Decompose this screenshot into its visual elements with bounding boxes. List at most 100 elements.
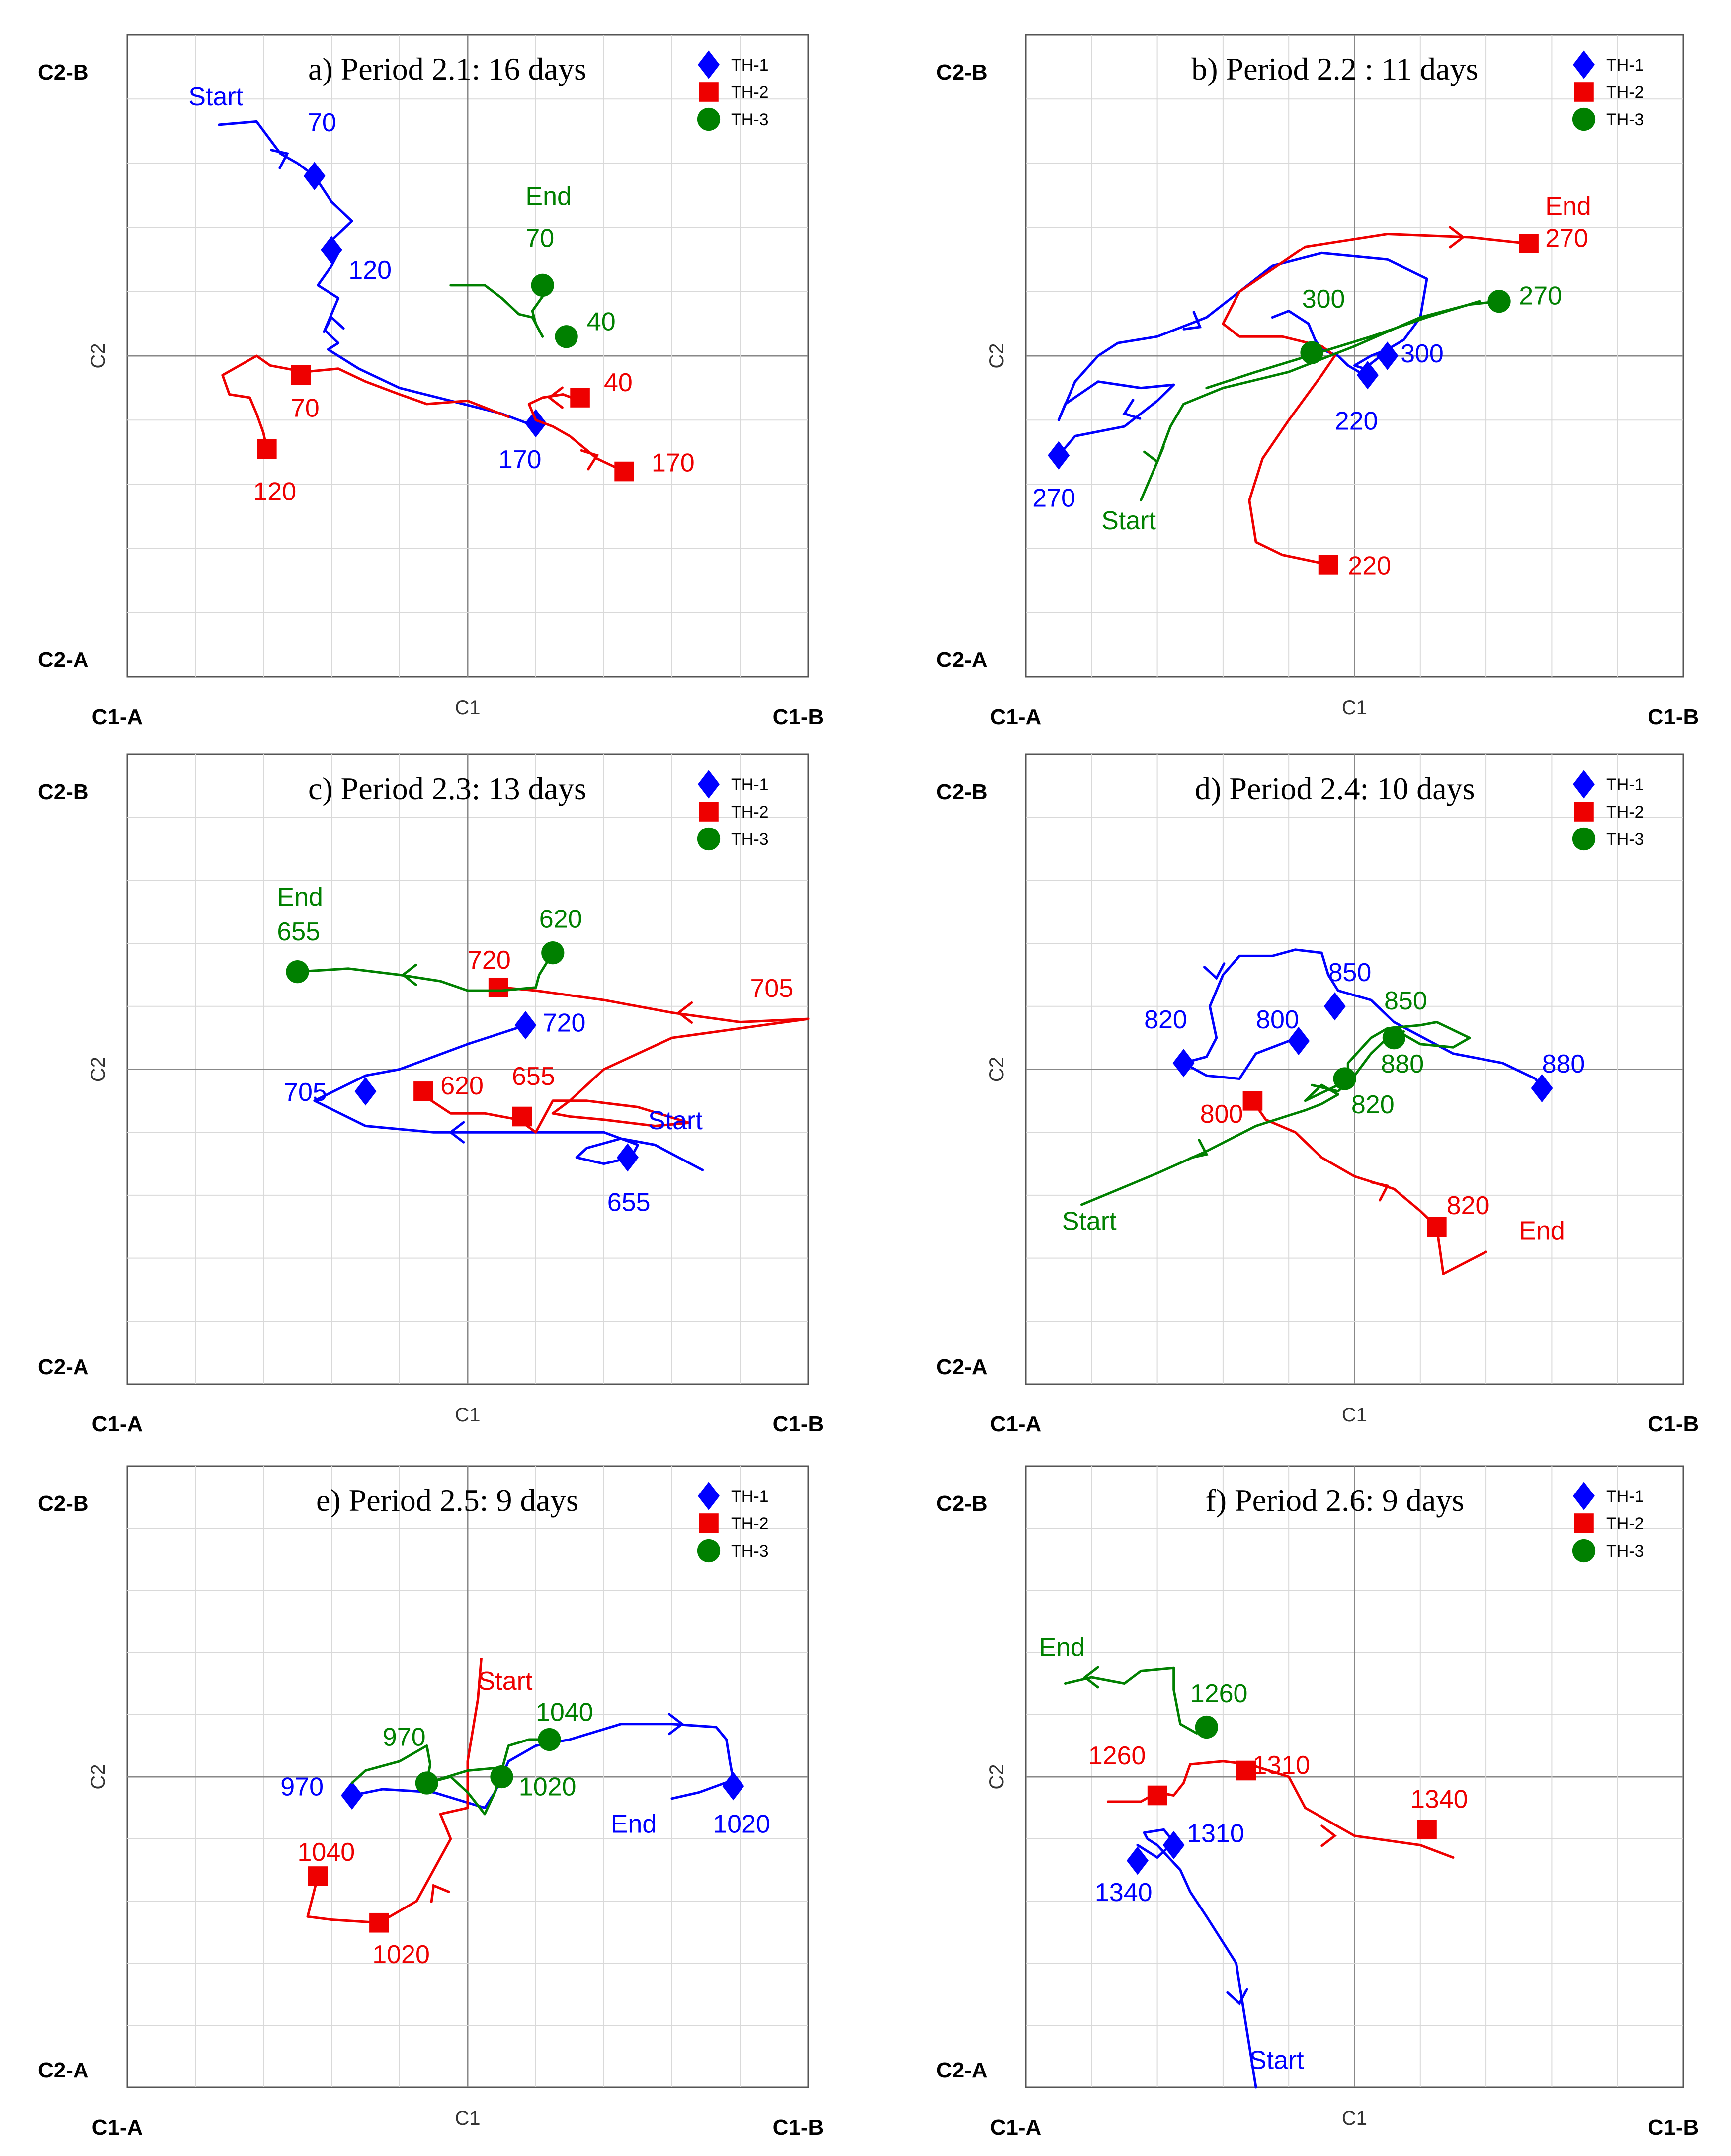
y-low-label: C2-A <box>38 2058 89 2082</box>
data-point <box>1288 1026 1310 1056</box>
data-point <box>1048 441 1070 470</box>
annotation-label: 850 <box>1328 958 1372 987</box>
legend-marker-th-3 <box>697 827 721 851</box>
y-low-label: C2-A <box>936 2058 988 2082</box>
direction-arrow <box>668 1713 684 1736</box>
chart-title: e) Period 2.5: 9 days <box>316 1483 578 1518</box>
panel-d: C2-B C2-A C1-A C1-B C1 C2 d) Period 2.4: 10 da… <box>936 753 1699 1436</box>
legend-marker-th-3 <box>1572 107 1596 131</box>
x-low-label: C1-A <box>990 1412 1042 1436</box>
x-axis-title: C1 <box>1342 2107 1367 2129</box>
annotation-label: 1020 <box>519 1773 577 1802</box>
annotation-label: End <box>1545 192 1591 221</box>
legend-marker-th-2 <box>1574 1513 1594 1533</box>
annotation-label: 720 <box>543 1009 586 1038</box>
annotation-label: 1340 <box>1410 1785 1468 1814</box>
y-high-label: C2-B <box>936 1492 988 1516</box>
data-point <box>512 1106 532 1127</box>
x-high-label: C1-B <box>773 705 824 729</box>
annotation-label: 970 <box>280 1773 324 1802</box>
data-point <box>1417 1820 1437 1840</box>
series-th-1 <box>313 1011 704 1172</box>
series-line-2 <box>221 354 510 450</box>
data-point <box>1318 555 1338 575</box>
legend-marker-th-2 <box>1574 802 1594 822</box>
annotation-label: 270 <box>1519 282 1562 311</box>
direction-arrow <box>580 449 599 471</box>
series-line <box>527 393 626 473</box>
series-th-1 <box>218 120 547 438</box>
direction-arrow <box>1226 1988 1248 2006</box>
direction-arrow <box>1143 445 1165 464</box>
annotation-label: 40 <box>604 368 633 397</box>
data-point <box>341 1781 363 1810</box>
annotation-label: 1020 <box>372 1940 430 1969</box>
series-line-2 <box>670 1778 735 1800</box>
annotation-label: 655 <box>277 917 320 946</box>
legend-label-th-3: TH-3 <box>1606 110 1644 129</box>
legend-marker-th-1 <box>698 770 720 799</box>
y-axis-title: C2 <box>986 1057 1008 1082</box>
data-point <box>413 1081 433 1101</box>
data-point <box>488 977 508 997</box>
data-point <box>257 439 277 459</box>
legend-marker-th-1 <box>698 1482 720 1510</box>
annotation-label: 220 <box>1348 551 1391 580</box>
direction-arrow <box>1082 1666 1099 1689</box>
annotation-label: Start <box>188 83 243 111</box>
data-point <box>1519 234 1539 253</box>
legend-label-th-2: TH-2 <box>731 803 769 822</box>
data-point <box>1376 341 1399 370</box>
data-point <box>1427 1217 1447 1237</box>
legend-marker-th-1 <box>698 50 720 79</box>
annotation-label: End <box>525 182 572 211</box>
annotation-label: 1040 <box>298 1838 355 1867</box>
annotation-label: 70 <box>525 224 554 252</box>
series-line <box>313 1024 704 1171</box>
annotation-label: 705 <box>284 1078 327 1107</box>
legend-label-th-2: TH-2 <box>1606 83 1644 102</box>
annotation-label: 820 <box>1351 1090 1395 1119</box>
x-axis-title: C1 <box>455 2107 480 2129</box>
annotation-label: Start <box>648 1106 703 1135</box>
series-line <box>500 986 810 1023</box>
series-th-3 <box>1080 1021 1471 1206</box>
y-high-label: C2-B <box>38 780 89 804</box>
y-axis-title: C2 <box>986 1764 1008 1789</box>
data-point <box>614 461 634 482</box>
annotation-label: 800 <box>1256 1005 1299 1034</box>
annotation-label: 1260 <box>1088 1741 1146 1770</box>
legend-label-th-1: TH-1 <box>731 775 769 794</box>
legend-label-th-2: TH-2 <box>731 83 769 102</box>
data-point <box>1356 361 1379 390</box>
direction-arrow <box>676 1001 693 1024</box>
data-point <box>1147 1785 1167 1806</box>
x-axis-title: C1 <box>455 697 480 719</box>
data-point <box>369 1912 389 1933</box>
annotation-label: End <box>1039 1633 1085 1661</box>
direction-arrow <box>547 386 564 409</box>
data-point <box>1382 1026 1405 1050</box>
annotation-label: 820 <box>1447 1191 1490 1220</box>
data-point <box>570 388 590 408</box>
legend-label-th-2: TH-2 <box>1606 803 1644 822</box>
x-high-label: C1-B <box>773 1412 824 1436</box>
legend-marker-th-2 <box>699 1513 719 1533</box>
chart-title: c) Period 2.3: 13 days <box>308 771 586 806</box>
series-th-2 <box>221 354 634 482</box>
annotation-label: 1260 <box>1190 1679 1248 1708</box>
legend-label-th-3: TH-3 <box>1606 830 1644 849</box>
data-point <box>286 960 309 984</box>
x-high-label: C1-B <box>1648 2115 1699 2140</box>
data-point <box>1242 1091 1263 1111</box>
annotation-label: 220 <box>1335 407 1378 436</box>
direction-arrow <box>270 149 289 169</box>
annotation-label: 300 <box>1401 339 1444 368</box>
x-low-label: C1-A <box>92 1412 143 1436</box>
legend-marker-th-1 <box>1573 1482 1595 1510</box>
annotation-label: 620 <box>539 905 582 933</box>
legend-label-th-3: TH-3 <box>1606 1542 1644 1561</box>
annotation-label: Start <box>478 1667 533 1696</box>
chart-title: d) Period 2.4: 10 days <box>1195 771 1475 806</box>
annotation-label: 970 <box>383 1723 426 1752</box>
